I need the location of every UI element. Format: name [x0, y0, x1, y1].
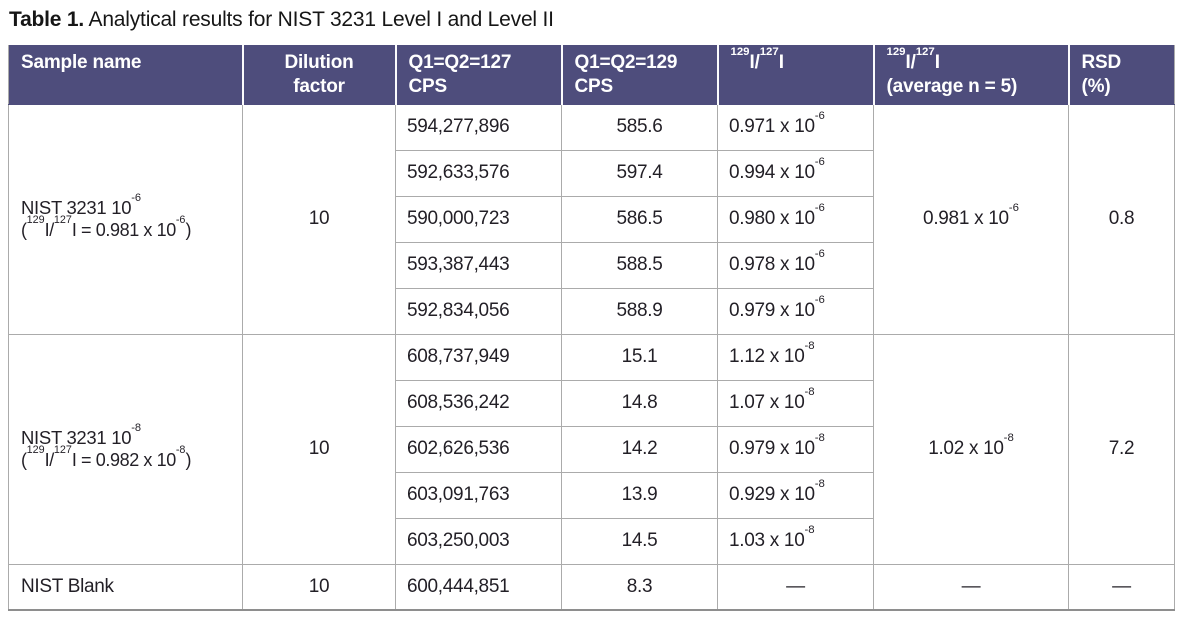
- table-row: 602,626,536 14.2 0.979 x 10-8: [9, 425, 1175, 473]
- isotope-ratio-cell: 1.03 x 10-8: [717, 517, 874, 565]
- table-title: Table 1. Analytical results for NIST 323…: [9, 8, 1182, 32]
- cps129-cell: 597.4: [561, 149, 718, 197]
- table-row: 593,387,443 588.5 0.978 x 10-6: [9, 241, 1175, 289]
- isotope-ratio-cell: 0.994 x 10-6: [717, 149, 874, 197]
- isotope-ratio-cell: 0.980 x 10-6: [717, 195, 874, 243]
- cps127-cell: 608,737,949: [395, 333, 562, 381]
- table-row: NIST Blank 10 600,444,851 8.3 — — —: [8, 563, 1175, 611]
- isotope-ratio-cell: 0.978 x 10-6: [717, 241, 874, 289]
- cps129-cell: 13.9: [561, 471, 718, 519]
- table-row: NIST 3231 10-6 (129I/127I = 0.981 x 10-6…: [8, 103, 1175, 335]
- table-title-text: Analytical results for NIST 3231 Level I…: [84, 8, 554, 31]
- rsd-cell: —: [1068, 563, 1175, 611]
- results-table: Sample name Dilution factor Q1=Q2=127 CP…: [8, 45, 1175, 611]
- cps127-cell: 594,277,896: [395, 103, 562, 151]
- rsd-cell: 0.8: [1068, 103, 1175, 335]
- average-ratio-cell: 0.981 x 10-6: [873, 103, 1069, 335]
- cps127-cell: 592,633,576: [395, 149, 562, 197]
- cps129-cell: 588.5: [561, 241, 718, 289]
- col-header-dilution-factor: Dilution factor: [241, 45, 396, 105]
- isotope-ratio-cell: 0.979 x 10-8: [717, 425, 874, 473]
- table-row: 592,633,576 597.4 0.994 x 10-6: [9, 149, 1175, 197]
- table-row: 608,536,242 14.8 1.07 x 10-8: [9, 379, 1175, 427]
- cps129-cell: 15.1: [561, 333, 718, 381]
- isotope-ratio-cell: 1.07 x 10-8: [717, 379, 874, 427]
- cps127-cell: 600,444,851: [395, 563, 562, 611]
- cps129-cell: 586.5: [561, 195, 718, 243]
- sample-name-cell: NIST Blank: [8, 563, 243, 611]
- dilution-factor-cell: 10: [242, 563, 396, 611]
- page: Table 1. Analytical results for NIST 323…: [8, 8, 1182, 611]
- rsd-cell: 7.2: [1068, 333, 1175, 565]
- table-row: 592,834,056 588.9 0.979 x 10-6: [9, 287, 1175, 335]
- cps127-cell: 608,536,242: [395, 379, 562, 427]
- cps129-cell: 585.6: [561, 103, 718, 151]
- cps129-cell: 14.5: [561, 517, 718, 565]
- col-header-q1q2-129-cps: Q1=Q2=129 CPS: [560, 45, 718, 105]
- dilution-factor-cell: 10: [242, 333, 396, 565]
- col-header-rsd: RSD (%): [1067, 45, 1175, 105]
- cps129-cell: 588.9: [561, 287, 718, 335]
- sample-name-cell: NIST 3231 10-6 (129I/127I = 0.981 x 10-6…: [8, 103, 243, 335]
- table-row: NIST 3231 10-8 (129I/127I = 0.982 x 10-8…: [8, 333, 1175, 565]
- cps127-cell: 593,387,443: [395, 241, 562, 289]
- isotope-ratio-cell: —: [717, 563, 874, 611]
- table-row: 603,091,763 13.9 0.929 x 10-8: [9, 471, 1175, 519]
- cps127-cell: 590,000,723: [395, 195, 562, 243]
- sample-name-cell: NIST 3231 10-8 (129I/127I = 0.982 x 10-8…: [8, 333, 243, 565]
- cps129-cell: 14.2: [561, 425, 718, 473]
- cps127-cell: 603,091,763: [395, 471, 562, 519]
- cps127-cell: 602,626,536: [395, 425, 562, 473]
- isotope-ratio-cell: 0.971 x 10-6: [717, 103, 874, 151]
- cps129-cell: 8.3: [561, 563, 718, 611]
- isotope-ratio-cell: 0.979 x 10-6: [717, 287, 874, 335]
- col-header-129i-127i-average: 129I/127I (average n = 5): [872, 45, 1069, 105]
- col-header-q1q2-127-cps: Q1=Q2=127 CPS: [394, 45, 562, 105]
- table-title-label: Table 1.: [9, 8, 85, 31]
- isotope-ratio-cell: 1.12 x 10-8: [717, 333, 874, 381]
- table-row: 603,250,003 14.5 1.03 x 10-8: [9, 517, 1175, 565]
- col-header-sample-name: Sample name: [8, 45, 243, 105]
- col-header-129i-127i-ratio: 129I/127I: [716, 45, 874, 105]
- cps129-cell: 14.8: [561, 379, 718, 427]
- cps127-cell: 592,834,056: [395, 287, 562, 335]
- table-row: 590,000,723 586.5 0.980 x 10-6: [9, 195, 1175, 243]
- isotope-ratio-cell: 0.929 x 10-8: [717, 471, 874, 519]
- average-ratio-cell: —: [873, 563, 1069, 611]
- header-row: Sample name Dilution factor Q1=Q2=127 CP…: [8, 45, 1175, 105]
- dilution-factor-cell: 10: [242, 103, 396, 335]
- average-ratio-cell: 1.02 x 10-8: [873, 333, 1069, 565]
- col-header-sample-name-label: Sample name: [21, 52, 142, 73]
- cps127-cell: 603,250,003: [395, 517, 562, 565]
